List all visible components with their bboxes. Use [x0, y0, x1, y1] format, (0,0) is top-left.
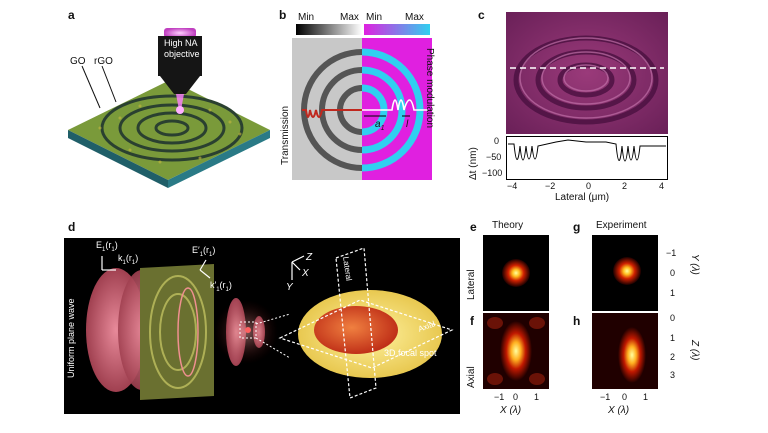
panel-c-afm-image: [506, 12, 668, 134]
panel-a-illustration: [68, 28, 270, 188]
panel-letter-a: a: [68, 8, 75, 22]
focal-spot-label: 3D focal spot: [384, 348, 437, 358]
g-ytick-m1: −1: [666, 248, 677, 258]
f-xtick-1: 1: [534, 392, 540, 402]
h-xtick-1: 1: [643, 392, 649, 402]
g-ytick-0: 0: [670, 268, 676, 278]
g-ytick-1: 1: [670, 288, 676, 298]
c-ytick-0: 0: [494, 136, 500, 146]
objective-label-line1: High NA: [164, 38, 198, 48]
c-xtick-4: 4: [659, 181, 665, 191]
k-field-label: k1(r1): [118, 253, 139, 266]
axis-x-label: X: [302, 268, 309, 279]
objective-label-line2: objective: [164, 49, 200, 59]
h-xtick-m1: −1: [600, 392, 611, 402]
f-xtick-m1: −1: [494, 392, 505, 402]
colorbar-max-2: Max: [405, 12, 424, 23]
h-ytick-3: 3: [670, 370, 676, 380]
e-row-label: Lateral: [466, 269, 477, 300]
rgo-label: rGO: [94, 56, 113, 67]
f-row-label: Axial: [466, 366, 477, 388]
c-xlabel: Lateral (μm): [555, 192, 610, 203]
c-xtick-m4: −4: [507, 181, 518, 191]
h-ytick-1: 1: [670, 333, 676, 343]
h-ytick-2: 2: [670, 352, 676, 362]
experiment-title: Experiment: [596, 220, 647, 231]
e-field-label: E1(r1): [96, 240, 118, 253]
c-xtick-0: 0: [586, 181, 592, 191]
panel-g-heatmap: [592, 235, 658, 311]
panel-c-profile-plot: [506, 136, 668, 180]
h-ylabel: Z (λ): [689, 340, 700, 361]
panel-letter-h: h: [573, 314, 581, 328]
panel-b-illustration: [292, 24, 432, 180]
panel-f-heatmap: [483, 313, 549, 389]
g-ylabel: Y (λ): [689, 254, 700, 275]
colorbar-min-2: Min: [366, 12, 383, 23]
panel-letter-f: f: [470, 314, 474, 328]
panel-letter-d: d: [68, 220, 76, 234]
panel-letter-e: e: [470, 220, 477, 234]
theory-title: Theory: [492, 220, 524, 231]
c-xtick-2: 2: [622, 181, 628, 191]
c-xtick-m2: −2: [545, 181, 556, 191]
panel-d-illustration: [64, 238, 460, 414]
h-xlabel: X (λ): [608, 405, 630, 416]
phase-modulation-label: Phase modulation: [424, 48, 435, 129]
axis-z-label: Z: [306, 252, 313, 263]
c-ytick-50: −50: [486, 152, 502, 162]
panel-e-heatmap: [483, 235, 549, 311]
c-ylabel: Δt (nm): [468, 147, 479, 180]
c-ytick-100: −100: [482, 168, 503, 178]
h-ytick-0: 0: [670, 313, 676, 323]
transmission-label: Transmission: [280, 105, 291, 165]
e-prime-label: E′1(r1): [192, 245, 216, 258]
a1-label: a1: [375, 119, 385, 132]
h-xtick-0: 0: [622, 392, 628, 402]
go-label: GO: [70, 56, 86, 67]
plane-wave-label: Uniform plane wave: [66, 298, 76, 378]
panel-letter-g: g: [573, 220, 581, 234]
k-prime-label: k′1(r1): [210, 280, 232, 293]
colorbar-max-1: Max: [340, 12, 359, 23]
f-xtick-0: 0: [513, 392, 519, 402]
colorbar-min-1: Min: [298, 12, 315, 23]
panel-letter-b: b: [279, 8, 287, 22]
axis-y-label: Y: [286, 282, 293, 293]
panel-h-heatmap: [592, 313, 658, 389]
f-xlabel: X (λ): [500, 405, 522, 416]
panel-letter-c: c: [478, 8, 485, 22]
l-label: l: [406, 119, 409, 130]
